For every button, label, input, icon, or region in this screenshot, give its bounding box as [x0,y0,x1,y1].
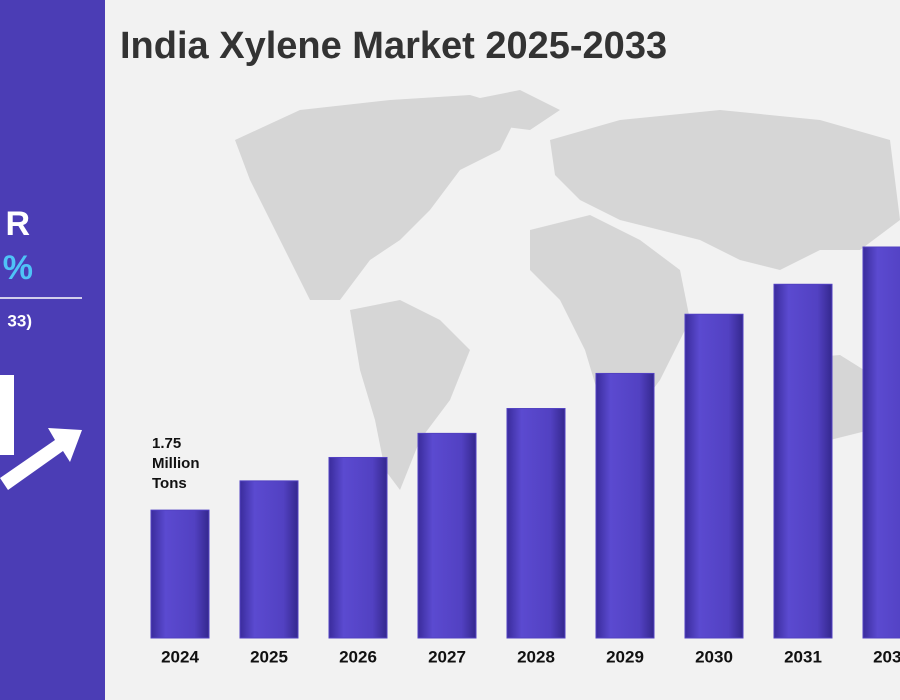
x-tick-label: 2028 [517,647,555,666]
bar [773,283,833,639]
side-text: 33) [7,311,32,330]
x-tick-label: 2032 [873,647,900,666]
x-tick-label: 2031 [784,647,822,666]
x-tick-label: 2029 [606,647,644,666]
bar [862,246,900,639]
value-label: 1.75 Million Tons [152,435,200,493]
bar [150,509,210,639]
side-panel [0,0,105,700]
bar [239,480,299,639]
side-text: R [5,205,30,243]
bar [506,408,566,639]
chart-title: India Xylene Market 2025-2033 [120,25,667,67]
x-tick-label: 2024 [161,647,199,666]
growth-icon [0,375,82,490]
bar [328,456,388,639]
x-tick-label: 2030 [695,647,733,666]
side-text: % [3,249,33,287]
x-tick-label: 2025 [250,647,288,666]
bar [595,372,655,639]
bar [417,432,477,639]
x-tick-label: 2026 [339,647,377,666]
value-label-box: 1.75 Million Tons [152,435,200,493]
x-tick-label: 2027 [428,647,466,666]
bar [684,313,744,639]
